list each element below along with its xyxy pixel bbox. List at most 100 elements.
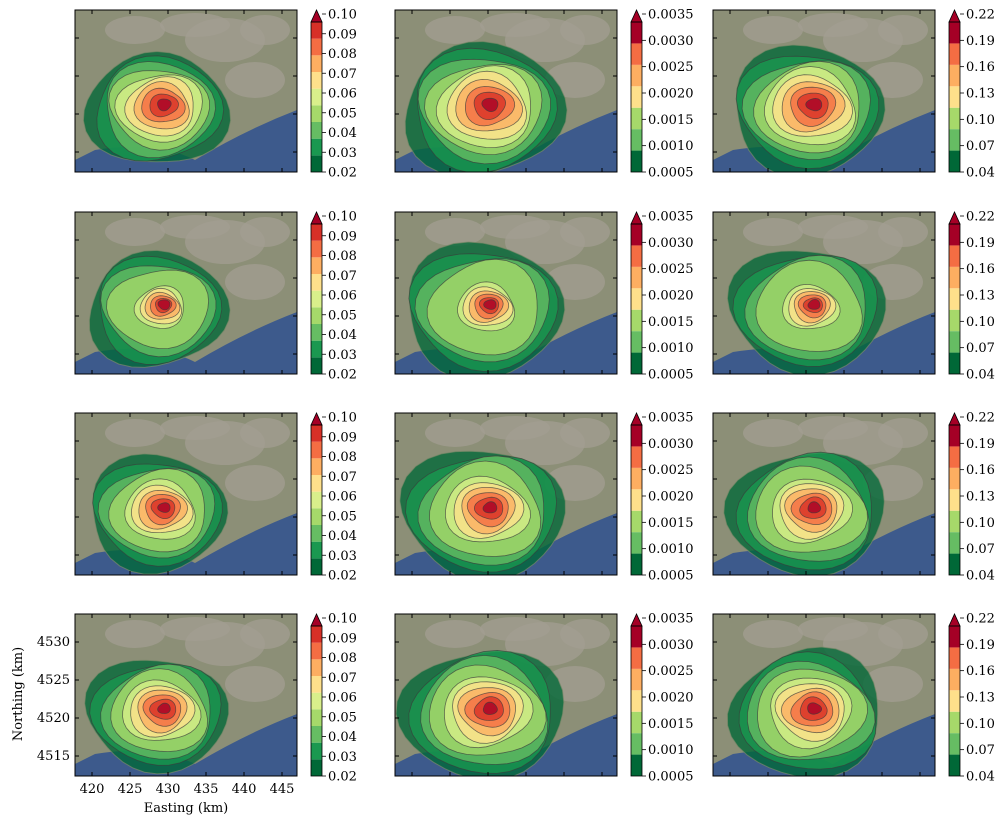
colorbar-tick-label: 0.0035: [648, 8, 694, 23]
colorbar-frame: [948, 625, 961, 777]
colorbar-extend: [310, 412, 323, 426]
colorbar: 0.02 0.03 0.04 0.05 0.06 0.07 0.08 0.09 0.10: [310, 411, 357, 584]
colorbar-band: [311, 324, 322, 341]
colorbar-tick-label: 0.03: [328, 549, 357, 564]
colorbar-extend: [310, 9, 323, 23]
colorbar-band: [311, 425, 322, 442]
colorbar-band: [949, 733, 960, 755]
colorbar-band: [949, 510, 960, 533]
colorbar-extend: [948, 9, 961, 23]
x-tick-label: 430: [156, 782, 181, 797]
colorbar-band: [311, 541, 322, 559]
panel-frame: [394, 613, 618, 777]
urban-area: [480, 416, 550, 440]
colorbar-band: [631, 266, 642, 289]
colorbar-extend: [948, 613, 961, 627]
concentration-contour: [157, 299, 171, 311]
urban-area: [798, 416, 868, 440]
urban-area: [105, 620, 165, 648]
colorbar-tick-label: 0.09: [328, 430, 357, 445]
colorbar-tick-label: 0.10: [328, 411, 357, 426]
map-panel: [712, 211, 936, 375]
colorbar-tick-label: 0.0005: [648, 770, 694, 785]
colorbar-extend: [948, 412, 961, 426]
colorbar-tick-label: 0.0005: [648, 569, 694, 584]
colorbar-band: [949, 43, 960, 65]
colorbar-tick-label: 0.10: [966, 113, 995, 128]
urban-area: [743, 620, 803, 648]
panel-frame: [394, 211, 618, 375]
colorbar-tick-label: 0.08: [328, 47, 357, 62]
colorbar-tick-label: 0.13: [966, 289, 995, 304]
urban-area: [743, 218, 803, 246]
colorbar-tick-label: 0.04: [328, 730, 357, 745]
colorbar-frame: [630, 21, 643, 173]
colorbar-tick-label: 0.09: [328, 27, 357, 42]
y-axis-label: Northing (km): [11, 647, 26, 741]
y-tick-labels: 4515 4520 4525 4530: [37, 635, 70, 764]
concentration-contour: [482, 501, 498, 514]
colorbar-band: [311, 122, 322, 139]
colorbar-band: [949, 532, 960, 554]
colorbar-band: [311, 55, 322, 72]
map-panel: [74, 9, 298, 173]
colorbar-band: [311, 626, 322, 643]
urban-area: [225, 264, 285, 300]
colorbar-band: [949, 668, 960, 691]
concentration-contour: [807, 501, 822, 514]
urban-area: [863, 666, 923, 702]
colorbar-band: [949, 553, 960, 575]
urban-area: [425, 419, 485, 447]
urban-area: [160, 215, 230, 239]
colorbar: 0.04 0.07 0.10 0.13 0.16 0.19 0.22: [948, 210, 995, 383]
colorbar-tick-label: 0.10: [966, 315, 995, 330]
colorbar-extend: [630, 211, 643, 225]
colorbar-band: [631, 532, 642, 554]
colorbar-band: [631, 129, 642, 151]
colorbar-tick-label: 0.02: [328, 770, 357, 785]
colorbar: 0.02 0.03 0.04 0.05 0.06 0.07 0.08 0.09 0.10: [310, 8, 357, 181]
colorbar-band: [631, 647, 642, 669]
colorbar-tick-label: 0.09: [328, 631, 357, 646]
urban-area: [160, 13, 230, 37]
colorbar-band: [311, 72, 322, 89]
colorbar-band: [311, 357, 322, 374]
colorbar-tick-label: 0.07: [328, 470, 357, 485]
urban-area: [105, 16, 165, 44]
colorbar-band: [631, 64, 642, 87]
colorbar-tick-label: 0.09: [328, 229, 357, 244]
colorbar-band: [949, 331, 960, 353]
colorbar-band: [311, 709, 322, 726]
colorbar-band: [311, 105, 322, 122]
colorbar-band: [631, 446, 642, 468]
colorbar-tick-label: 0.05: [328, 106, 357, 121]
colorbar-frame: [630, 625, 643, 777]
colorbar-band: [949, 22, 960, 44]
colorbar-tick-label: 0.03: [328, 146, 357, 161]
colorbar-band: [311, 38, 322, 56]
colorbar-tick-label: 0.06: [328, 691, 357, 706]
colorbar-band: [949, 150, 960, 172]
colorbar-band: [631, 711, 642, 734]
colorbar-extend: [630, 412, 643, 426]
colorbar-extend: [630, 9, 643, 23]
urban-area: [560, 217, 610, 247]
map-panel: [394, 613, 618, 777]
colorbar-tick-label: 0.22: [966, 8, 995, 23]
urban-area: [480, 13, 550, 37]
colorbar-tick-label: 0.19: [966, 34, 995, 49]
urban-area: [160, 617, 230, 641]
panel-frame: [712, 211, 936, 375]
colorbar-tick-label: 0.06: [328, 289, 357, 304]
colorbar-band: [949, 129, 960, 151]
colorbar-tick-label: 0.0030: [648, 638, 694, 653]
colorbar-band: [949, 266, 960, 289]
colorbar-band: [949, 352, 960, 374]
colorbar-band: [949, 425, 960, 447]
colorbar-tick-label: 0.0005: [648, 368, 694, 383]
colorbar-band: [631, 224, 642, 246]
colorbar-frame: [310, 424, 323, 576]
urban-area: [160, 416, 230, 440]
x-tick-label: 420: [80, 782, 105, 797]
